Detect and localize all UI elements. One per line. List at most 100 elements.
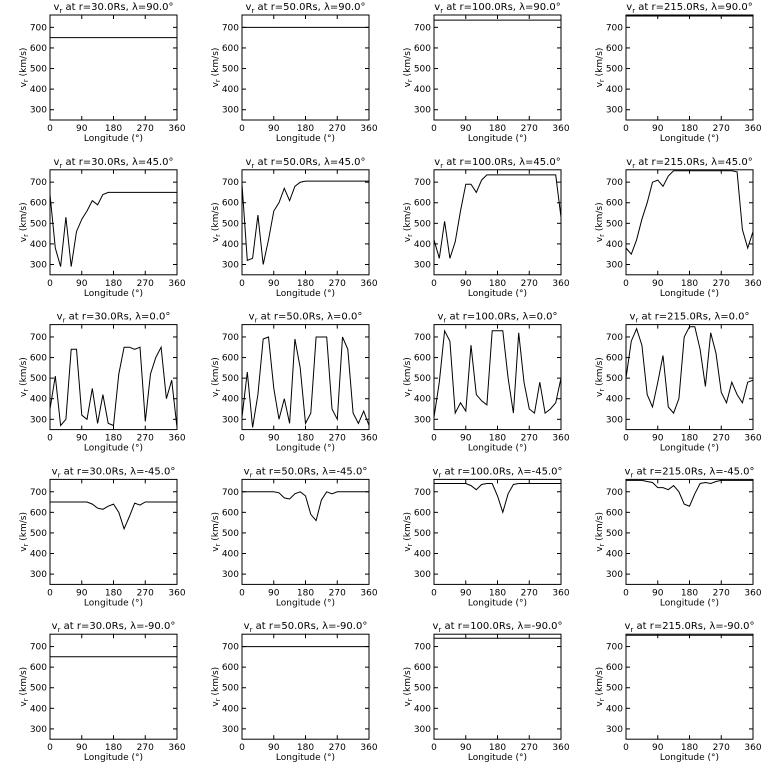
x-tick-label: 90 [268, 124, 280, 134]
data-line [242, 491, 369, 522]
panel-title: vr at r=50.0Rs, λ=90.0° [245, 2, 365, 15]
plot-frame [241, 478, 370, 585]
title-main: v [57, 312, 63, 323]
plot-frame [433, 633, 562, 740]
ylabel-rest: (km/s) [403, 48, 413, 80]
y-axis-label: vr (km/s) [19, 48, 30, 88]
ylabel-rest: (km/s) [19, 357, 29, 389]
title-main: v [52, 621, 58, 632]
ylabel-main: v [403, 236, 413, 242]
y-tick-label: 500 [222, 374, 239, 384]
y-tick-label: 500 [414, 529, 431, 539]
title-main: v [432, 466, 438, 477]
x-tick-label: 360 [360, 743, 377, 753]
plot-frame [241, 633, 370, 740]
y-axis-label: vr (km/s) [403, 512, 414, 552]
x-tick-label: 90 [268, 743, 280, 753]
x-tick-label: 180 [681, 124, 698, 134]
title-sub: r [443, 317, 446, 325]
x-tick-label: 360 [168, 434, 185, 444]
y-tick-label: 600 [414, 44, 431, 54]
x-tick-label: 270 [521, 588, 538, 598]
title-rest: at r=100.0Rs, λ=0.0° [446, 312, 557, 323]
y-tick-label: 300 [30, 106, 47, 116]
title-sub: r [630, 626, 633, 634]
y-tick-label: 300 [222, 106, 239, 116]
ylabel-sub: r [598, 234, 606, 237]
ylabel-rest: (km/s) [403, 202, 413, 234]
y-tick-label: 300 [222, 261, 239, 271]
ylabel-sub: r [406, 79, 414, 82]
y-axis-label: vr (km/s) [211, 512, 222, 552]
y-tick-label: 600 [222, 44, 239, 54]
y-axis-label: vr (km/s) [19, 667, 30, 707]
y-tick-label: 500 [414, 684, 431, 694]
x-tick-label: 360 [360, 588, 377, 598]
title-main: v [53, 157, 59, 168]
x-tick-label: 360 [552, 279, 569, 289]
title-sub: r [630, 471, 633, 479]
title-main: v [52, 466, 58, 477]
y-axis-label: vr (km/s) [211, 667, 222, 707]
x-tick-label: 270 [329, 743, 346, 753]
panel-title: vr at r=30.0Rs, λ=90.0° [53, 2, 173, 15]
title-sub: r [632, 162, 635, 170]
title-sub: r [251, 7, 254, 15]
title-rest: at r=100.0Rs, λ=-90.0° [441, 621, 562, 632]
y-axis-label: vr (km/s) [595, 48, 606, 88]
y-tick-label: 700 [222, 333, 239, 343]
ylabel-sub: r [406, 543, 414, 546]
ylabel-rest: (km/s) [211, 667, 221, 699]
x-tick-label: 270 [521, 434, 538, 444]
plot-frame [49, 169, 178, 276]
y-tick-label: 700 [30, 178, 47, 188]
y-tick-label: 500 [222, 684, 239, 694]
y-tick-label: 400 [414, 240, 431, 250]
title-main: v [626, 157, 632, 168]
y-tick-label: 700 [606, 178, 623, 188]
y-tick-label: 600 [222, 508, 239, 518]
x-tick-label: 0 [623, 434, 629, 444]
title-sub: r [632, 7, 635, 15]
y-tick-label: 600 [414, 663, 431, 673]
x-tick-label: 0 [623, 588, 629, 598]
plot-frame [433, 169, 562, 276]
title-sub: r [59, 162, 62, 170]
x-tick-label: 180 [105, 743, 122, 753]
y-tick-label: 700 [414, 23, 431, 33]
x-tick-label: 180 [105, 124, 122, 134]
title-rest: at r=215.0Rs, λ=-45.0° [633, 466, 754, 477]
title-sub: r [440, 7, 443, 15]
title-main: v [244, 621, 250, 632]
ylabel-main: v [595, 546, 605, 552]
panel-title: vr at r=215.0Rs, λ=-45.0° [624, 466, 754, 479]
y-tick-label: 400 [606, 240, 623, 250]
x-tick-label: 270 [713, 743, 730, 753]
y-tick-label: 300 [606, 415, 623, 425]
y-tick-label: 600 [606, 508, 623, 518]
y-tick-label: 700 [222, 178, 239, 188]
panel-title: vr at r=100.0Rs, λ=-90.0° [432, 621, 562, 634]
ylabel-main: v [211, 391, 221, 397]
ylabel-sub: r [406, 389, 414, 392]
y-tick-label: 400 [30, 704, 47, 714]
y-tick-label: 600 [414, 508, 431, 518]
y-tick-label: 500 [606, 529, 623, 539]
x-tick-label: 360 [168, 743, 185, 753]
ylabel-sub: r [598, 389, 606, 392]
x-tick-label: 270 [137, 588, 154, 598]
x-tick-label: 180 [489, 434, 506, 444]
x-tick-label: 360 [360, 434, 377, 444]
y-tick-label: 500 [30, 65, 47, 75]
y-axis-label: vr (km/s) [19, 202, 30, 242]
y-tick-label: 300 [414, 415, 431, 425]
y-tick-label: 500 [30, 684, 47, 694]
ylabel-main: v [403, 81, 413, 87]
y-tick-label: 500 [222, 65, 239, 75]
ylabel-main: v [403, 391, 413, 397]
ylabel-sub: r [22, 234, 30, 237]
title-rest: at r=30.0Rs, λ=0.0° [65, 312, 170, 323]
x-tick-label: 360 [552, 434, 569, 444]
ylabel-main: v [403, 546, 413, 552]
plot-frame [49, 478, 178, 585]
